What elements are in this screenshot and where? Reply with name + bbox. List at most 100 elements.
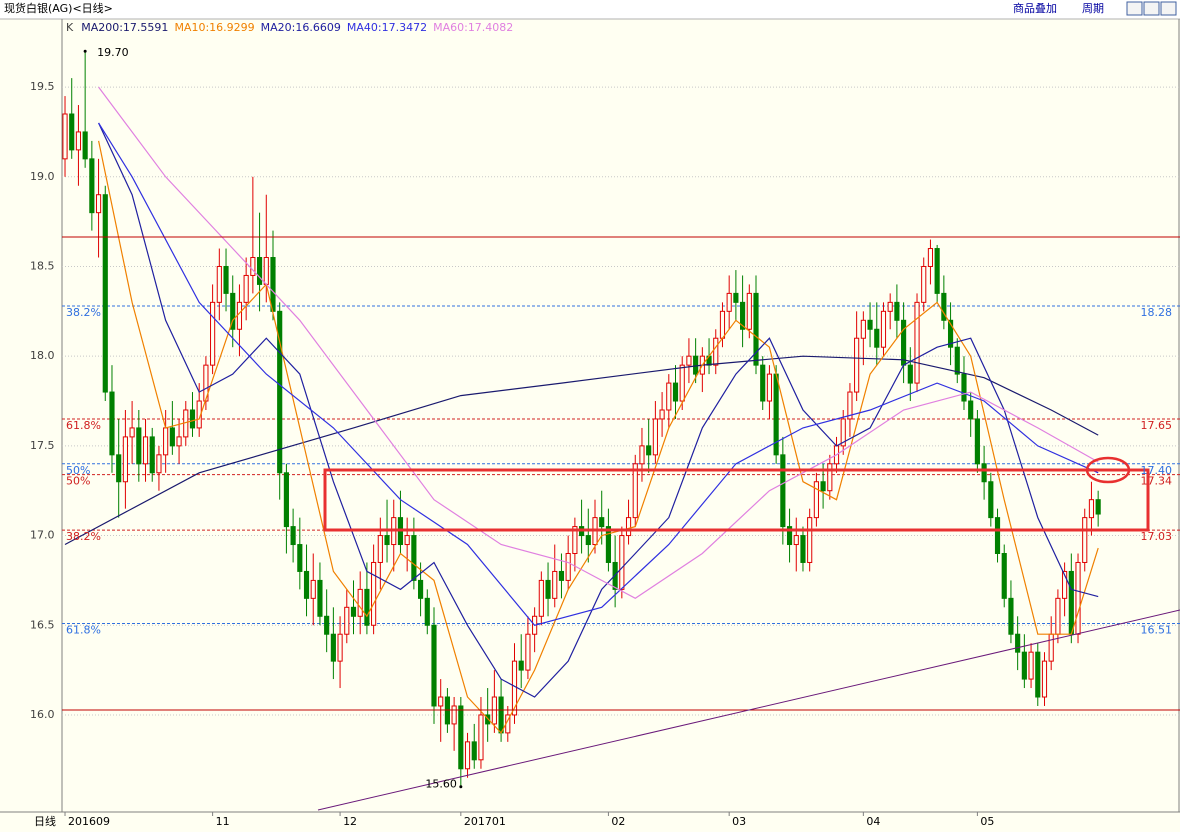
legend-entry: MA40:17.3472 (347, 21, 427, 34)
candle-body (310, 579, 316, 599)
candle-body (250, 257, 256, 276)
candle-body (324, 615, 330, 635)
candle-body (116, 454, 122, 483)
candle-body (337, 633, 343, 662)
candle-body (236, 301, 243, 330)
candle-body (1068, 570, 1074, 635)
candle-body (713, 337, 719, 366)
overlay-button[interactable]: 商品叠加 (1013, 1, 1057, 15)
level-price: 16.51 (1141, 623, 1173, 636)
candle-body (371, 561, 377, 626)
candle-body (357, 588, 363, 617)
candle-body (464, 741, 471, 770)
legend-entry: MA10:16.9299 (174, 21, 254, 34)
candle-body (404, 535, 410, 546)
candle-body (894, 301, 900, 321)
candle-body (69, 113, 75, 151)
candle-body (89, 158, 95, 214)
candle-body (619, 535, 625, 590)
candle-body (807, 517, 813, 563)
level-label: 38.2% (66, 306, 101, 319)
y-tick-label: 16.5 (30, 618, 55, 631)
candle-body (75, 131, 82, 151)
candle-body (786, 526, 793, 546)
candle-body (350, 606, 357, 617)
candle-body (277, 310, 283, 474)
candle-body (719, 310, 726, 339)
candle-body (163, 427, 169, 456)
candle-body (129, 427, 135, 438)
nav-right[interactable] (1143, 1, 1160, 16)
nav-left[interactable] (1126, 1, 1143, 16)
candle-body (780, 454, 786, 528)
candle-body (625, 517, 632, 537)
candle-body (874, 328, 880, 348)
candle-body (1021, 651, 1027, 680)
legend: K MA200:17.5591 MA10:16.9299 MA20:16.6609 MA… (66, 21, 513, 34)
candle-body (330, 633, 336, 662)
level-label: 38.2% (66, 530, 101, 543)
candle-body (854, 337, 860, 393)
candle-body (820, 481, 826, 492)
candle-body (686, 355, 692, 366)
level-label: 61.8% (66, 419, 101, 432)
candle-body (901, 319, 907, 366)
candle-body (1075, 561, 1081, 635)
candle-body (880, 310, 887, 348)
candle-body (921, 265, 927, 303)
candle-body (679, 364, 685, 402)
candle-body (961, 373, 967, 402)
x-tick-label: 03 (732, 815, 746, 828)
candle-body (974, 418, 980, 465)
extreme-label: 19.70 (97, 46, 129, 59)
y-tick-label: 18.5 (30, 259, 55, 272)
candle-body (927, 248, 934, 267)
candle-body (867, 319, 873, 330)
candle-body (344, 606, 350, 635)
candle-body (438, 696, 444, 707)
legend-entry: MA200:17.5591 (81, 21, 168, 34)
candle-body (82, 131, 88, 160)
y-tick-label: 17.5 (30, 439, 55, 452)
extreme-label: 15.60 (425, 778, 457, 791)
candle-body (136, 427, 142, 465)
candle-body (1041, 660, 1048, 698)
candle-body (968, 400, 974, 420)
candle-body (827, 463, 833, 492)
candle-body (947, 319, 954, 348)
candle-body (860, 319, 866, 339)
candle-body (538, 579, 544, 617)
level-price: 17.65 (1141, 419, 1173, 432)
candle-body (840, 418, 846, 447)
candle-body (800, 535, 806, 563)
y-tick-label: 19.0 (30, 170, 55, 183)
candle-body (1035, 651, 1041, 698)
candle-body (230, 292, 236, 330)
candle-body (411, 535, 417, 581)
header-title: 现货白银(AG)<日线> (4, 1, 113, 15)
x-tick-label: 201609 (68, 815, 110, 828)
candle-body (62, 113, 68, 160)
candle-body (303, 570, 310, 599)
period-button[interactable]: 周期 (1082, 2, 1104, 15)
candle-body (1001, 553, 1007, 599)
candle-body (223, 265, 229, 294)
candle-body (417, 579, 424, 599)
x-tick-label: 04 (866, 815, 880, 828)
level-label: 61.8% (66, 623, 101, 636)
nav-icons[interactable] (1126, 1, 1177, 16)
candle-body (646, 445, 652, 456)
candle-body (478, 714, 484, 761)
header-bar (0, 0, 1180, 19)
candle-body (813, 481, 819, 519)
nav-max[interactable] (1160, 1, 1177, 16)
candle-body (733, 292, 739, 303)
candle-body (169, 427, 175, 447)
candle-body (1088, 499, 1095, 519)
candle-body (189, 409, 196, 429)
candle-body (156, 454, 162, 474)
y-tick-label: 16.0 (30, 708, 55, 721)
candle-body (659, 409, 665, 420)
candle-body (122, 436, 128, 483)
